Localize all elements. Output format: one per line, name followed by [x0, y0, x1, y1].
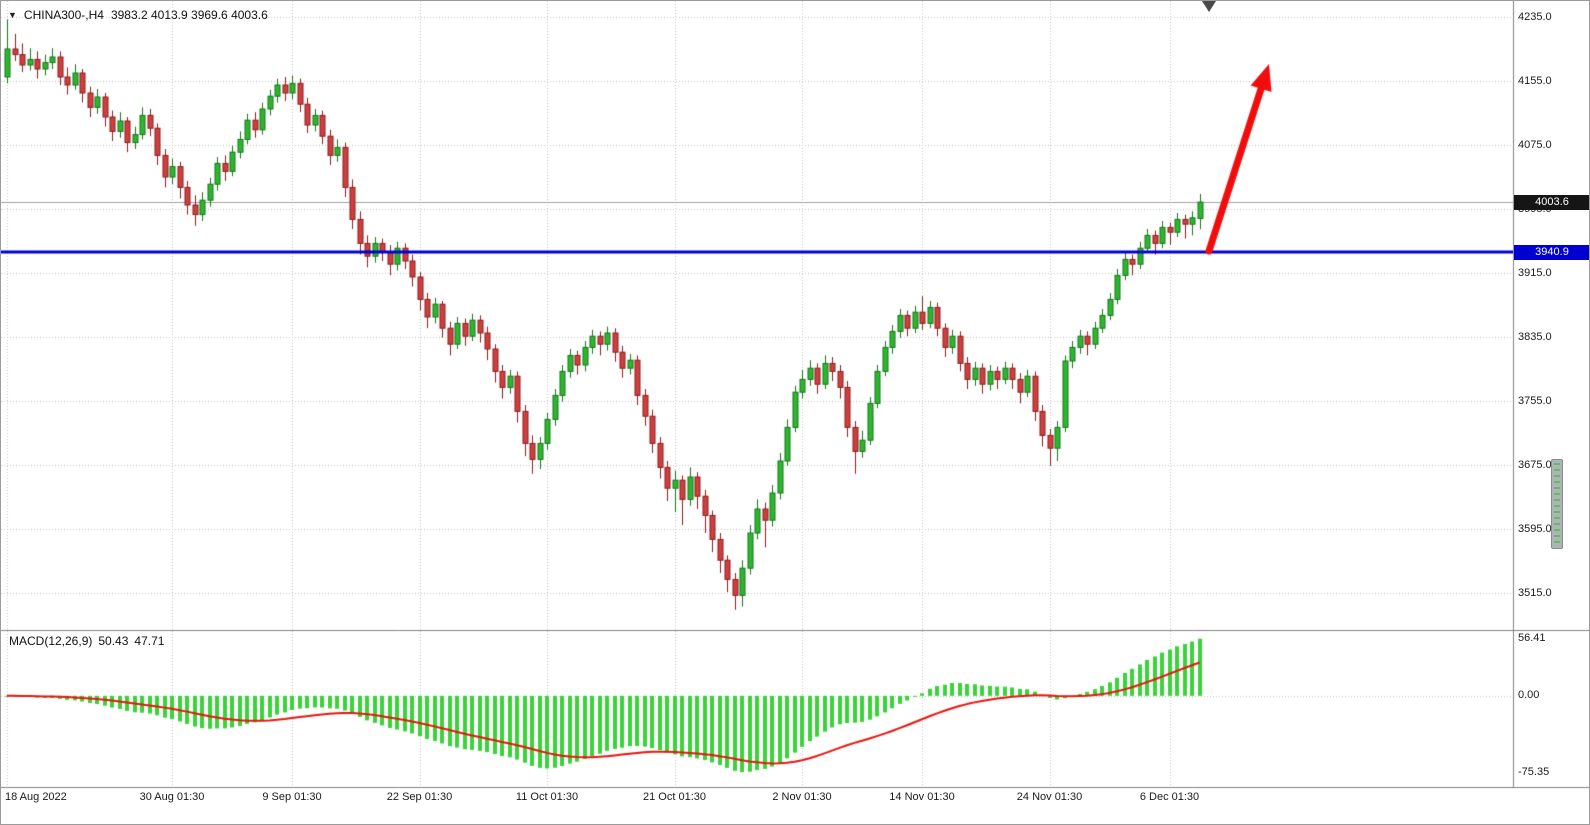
price-tick-label: 4075.0	[1518, 138, 1552, 151]
price-tick-label: 3595.0	[1518, 522, 1552, 535]
price-tick-label: 3915.0	[1518, 266, 1552, 279]
scrollbar-thumb[interactable]	[1551, 459, 1563, 549]
time-tick-label: 6 Dec 01:30	[1139, 791, 1200, 803]
time-tick-label: 2 Nov 01:30	[772, 791, 832, 803]
current-price-badge: 4003.6	[1514, 194, 1589, 210]
time-tick-label: 21 Oct 01:30	[643, 791, 706, 803]
macd-label: MACD(12,26,9)	[9, 634, 93, 648]
time-tick-label: 30 Aug 01:30	[139, 791, 205, 803]
price-tick-label: 4155.0	[1518, 74, 1552, 87]
macd-tick-label: 56.41	[1518, 632, 1546, 645]
time-tick-label: 24 Nov 01:30	[1016, 791, 1083, 803]
price-tick-label: 3675.0	[1518, 458, 1552, 471]
ohlc-readout: 3983.2 4013.9 3969.6 4003.6	[110, 8, 268, 22]
scrollbar-stripes-icon	[1554, 463, 1560, 545]
time-tick-label: 14 Nov 01:30	[889, 791, 955, 803]
price-tick-label: 3835.0	[1518, 330, 1552, 343]
macd-header: MACD(12,26,9) 50.43 47.71	[9, 634, 164, 648]
macd-tick-label: 0.00	[1518, 689, 1540, 702]
macd-main-value: 50.43	[98, 634, 129, 648]
symbol-triangle-icon: ▼	[8, 10, 17, 20]
time-tick-label: 9 Sep 01:30	[262, 791, 322, 803]
price-tick-label: 3515.0	[1518, 586, 1552, 599]
price-tick-label: 4235.0	[1518, 10, 1552, 23]
cursor-marker-icon	[1202, 1, 1216, 12]
time-tick-label: 11 Oct 01:30	[515, 791, 579, 803]
macd-tick-label: -75.35	[1518, 765, 1550, 778]
chart-ohlc-header: ▼ CHINA300-,H4 3983.2 4013.9 3969.6 4003…	[8, 8, 268, 22]
price-tick-label: 3755.0	[1518, 394, 1552, 407]
time-tick-label: 22 Sep 01:30	[386, 791, 453, 803]
hline-price-badge[interactable]: 3940.9	[1514, 244, 1589, 260]
time-tick-label: 18 Aug 2022	[5, 791, 67, 803]
macd-signal-value: 47.71	[134, 634, 165, 648]
symbol-timeframe-label: CHINA300-,H4	[23, 8, 104, 22]
